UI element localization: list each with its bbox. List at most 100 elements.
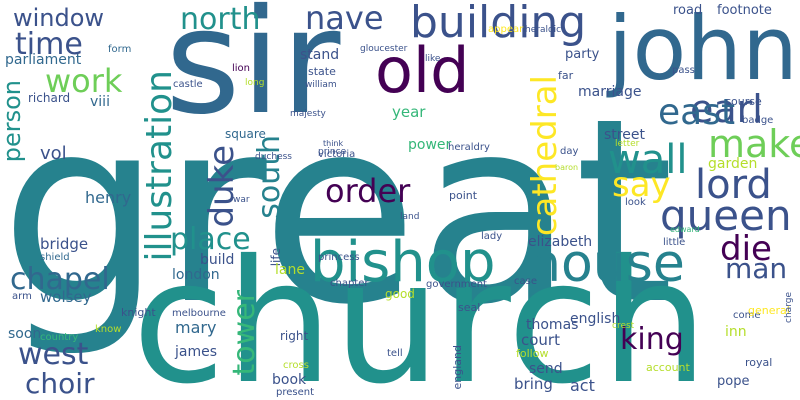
- word-great: great: [0, 64, 675, 361]
- word-charge: charge: [784, 292, 794, 323]
- word-victoria: victoria: [318, 149, 356, 160]
- word-building: building: [410, 0, 587, 48]
- word-marriage: marriage: [578, 84, 642, 100]
- word-soon: soon: [8, 326, 42, 342]
- word-state: state: [308, 65, 336, 78]
- word-james: james: [175, 344, 218, 360]
- word-castle: castle: [173, 79, 203, 90]
- word-wolsey: wolsey: [40, 288, 92, 306]
- word-work: work: [45, 62, 123, 100]
- word-nave: nave: [305, 0, 384, 37]
- word-inn: inn: [725, 324, 747, 340]
- word-badge: badge: [742, 115, 774, 126]
- word-earl: earl: [690, 87, 763, 131]
- word-right: right: [280, 329, 309, 343]
- word-build: build: [200, 252, 235, 268]
- word-chapel: chapel: [10, 262, 110, 297]
- word-john: john: [608, 0, 798, 100]
- word-come: come: [733, 310, 761, 321]
- word-tower: tower: [227, 290, 262, 376]
- word-wall: wall: [608, 137, 688, 183]
- word-prince: prince: [318, 147, 347, 157]
- word-square: square: [225, 127, 266, 141]
- word-tell: tell: [387, 348, 403, 359]
- word-act: act: [570, 376, 595, 395]
- word-book: book: [272, 372, 307, 388]
- word-case: case: [514, 276, 537, 287]
- word-arm: arm: [12, 291, 32, 302]
- word-queen: queen: [660, 191, 792, 240]
- word-chapter: chapter: [330, 278, 369, 289]
- word-order: order: [325, 172, 411, 210]
- word-like: like: [425, 54, 441, 64]
- word-old: old: [375, 34, 470, 107]
- word-west: west: [18, 337, 89, 372]
- word-point: point: [449, 189, 478, 202]
- word-road: road: [673, 3, 703, 18]
- word-present: present: [276, 387, 315, 398]
- word-crest: crest: [612, 321, 635, 331]
- word-thomas: thomas: [526, 317, 579, 333]
- word-richard: richard: [28, 91, 71, 105]
- word-country: country: [40, 332, 79, 343]
- word-viii: viii: [90, 94, 110, 110]
- word-vol: vol: [40, 143, 67, 164]
- word-bishop: bishop: [310, 230, 496, 295]
- word-long: long: [245, 78, 265, 88]
- word-window: window: [13, 4, 105, 32]
- word-little: little: [663, 237, 686, 248]
- word-think: think: [323, 139, 344, 148]
- word-heraldry: heraldry: [448, 142, 490, 153]
- word-letter: letter: [615, 139, 640, 149]
- word-royal: royal: [745, 356, 773, 369]
- word-baron: baron: [555, 163, 579, 172]
- word-far: far: [558, 69, 574, 82]
- word-time: time: [15, 27, 83, 62]
- word-court: court: [521, 331, 560, 349]
- word-account: account: [646, 361, 690, 374]
- word-bridge: bridge: [40, 235, 89, 253]
- word-king: king: [620, 322, 684, 357]
- word-government: government: [426, 279, 487, 290]
- word-year: year: [392, 103, 426, 121]
- word-princess: princess: [318, 252, 360, 263]
- word-cross: cross: [283, 360, 309, 371]
- word-church: church: [132, 224, 709, 400]
- word-duke: duke: [202, 145, 242, 228]
- word-day: day: [560, 146, 579, 157]
- word-north: north: [180, 2, 261, 37]
- word-follow: follow: [516, 347, 549, 360]
- word-elizabeth: elizabeth: [528, 234, 593, 250]
- word-gloucester: gloucester: [360, 44, 408, 54]
- word-london: london: [172, 267, 220, 283]
- word-lion: lion: [232, 63, 251, 74]
- word-east: east: [658, 92, 736, 133]
- word-melbourne: melbourne: [172, 308, 226, 319]
- word-street: street: [604, 127, 645, 143]
- word-heraldic: heraldic: [525, 25, 562, 35]
- word-england: england: [451, 345, 464, 390]
- word-duchess: duchess: [255, 152, 292, 162]
- word-footnote: footnote: [717, 3, 772, 18]
- word-edward: edward: [670, 225, 700, 234]
- word-sir: sir: [165, 0, 341, 147]
- word-power: power: [408, 137, 452, 153]
- word-bring: bring: [514, 375, 553, 393]
- word-seal: seal: [458, 301, 481, 314]
- word-cathedral: cathedral: [525, 75, 565, 237]
- word-henry: henry: [85, 188, 132, 207]
- word-south: south: [252, 135, 287, 219]
- word-stand: stand: [300, 47, 340, 63]
- word-pope: pope: [717, 374, 750, 389]
- word-man: man: [725, 252, 788, 285]
- word-house: house: [528, 234, 685, 294]
- word-pass: pass: [672, 65, 695, 76]
- word-place: place: [170, 222, 251, 257]
- word-shield: shield: [40, 252, 70, 263]
- word-know: know: [95, 324, 122, 335]
- word-appear: appear: [488, 24, 524, 35]
- word-choir: choir: [25, 367, 95, 400]
- word-majesty: majesty: [290, 109, 326, 119]
